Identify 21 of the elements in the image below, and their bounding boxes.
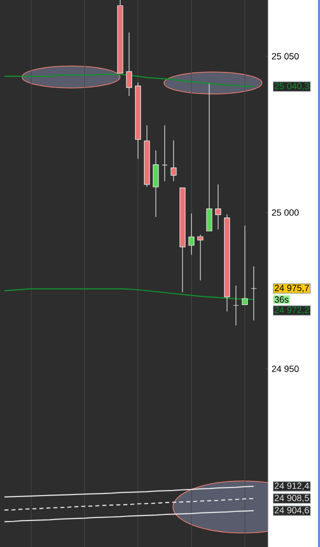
candlestick xyxy=(126,32,132,96)
y-tick-label: 24 950 xyxy=(272,366,299,372)
text: 24 904,6 xyxy=(274,507,309,514)
text: 25 040,3 xyxy=(274,82,309,90)
text: 24 972,2 xyxy=(274,306,309,314)
candlestick xyxy=(232,285,239,326)
candlestick xyxy=(250,266,257,321)
candlestick xyxy=(215,184,222,230)
candlestick xyxy=(152,150,159,218)
text: 24 912,4 xyxy=(274,482,310,490)
y-tick-label: 25 000 xyxy=(272,209,299,216)
candlestick xyxy=(197,234,204,281)
candlestick xyxy=(188,213,194,256)
candlestick xyxy=(206,83,212,232)
candlestick xyxy=(242,225,248,306)
candlestick xyxy=(170,140,177,182)
text: 36s xyxy=(274,296,288,303)
y-tick-label: 25 050 xyxy=(272,53,299,60)
text: 24 975,7 xyxy=(274,284,309,292)
candlestick xyxy=(162,124,168,182)
text: 24 908,5 xyxy=(274,494,309,502)
